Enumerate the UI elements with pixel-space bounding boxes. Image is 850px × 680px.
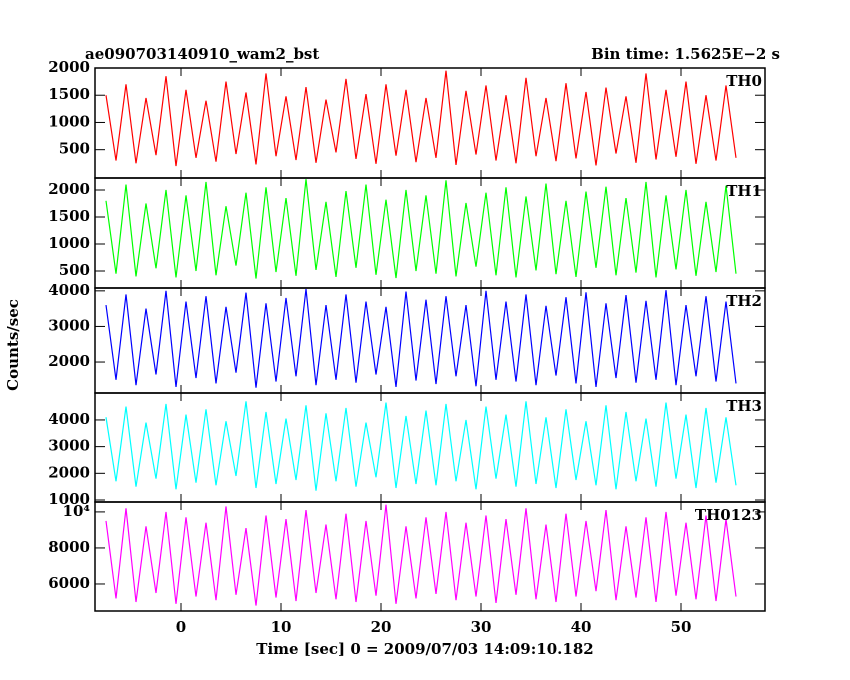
series-line	[105, 504, 737, 606]
y-tick-label: 1500	[48, 85, 90, 103]
y-tick-label: 2000	[48, 180, 90, 198]
x-tick-label: 20	[371, 618, 392, 636]
panel-label: TH1	[726, 182, 762, 200]
y-tick-label: 4000	[48, 281, 90, 299]
series-line	[105, 70, 737, 167]
y-tick-label: 3000	[48, 437, 90, 455]
chart-title: ae090703140910_wam2_bst	[85, 45, 319, 63]
panel-label: TH0	[726, 72, 762, 90]
panel-label: TH2	[726, 292, 762, 310]
y-axis-label: Counts/sec	[4, 299, 22, 391]
y-tick-label: 6000	[48, 574, 90, 592]
panel-label: TH3	[726, 397, 762, 415]
x-tick-label: 50	[671, 618, 692, 636]
series-line	[105, 401, 737, 491]
y-tick-label: 2000	[48, 58, 90, 76]
y-tick-label: 1000	[48, 234, 90, 252]
chart-subtitle: Bin time: 1.5625E−2 s	[591, 45, 780, 63]
y-tick-label: 500	[59, 140, 90, 158]
series-line	[105, 289, 737, 388]
x-tick-label: 0	[176, 618, 186, 636]
y-tick-label: 4000	[48, 410, 90, 428]
x-axis-label: Time [sec] 0 = 2009/07/03 14:09:10.182	[256, 640, 593, 658]
panel-frame	[94, 501, 766, 612]
y-tick-label: 500	[59, 261, 90, 279]
y-tick-label: 1000	[48, 112, 90, 130]
y-tick-label: 1500	[48, 207, 90, 225]
series-line	[105, 179, 737, 279]
x-tick-label: 10	[271, 618, 292, 636]
y-tick-label: 1000	[48, 490, 90, 508]
panel-label: TH0123	[695, 506, 762, 524]
x-tick-label: 40	[571, 618, 592, 636]
y-tick-label: 8000	[48, 538, 90, 556]
x-tick-label: 30	[471, 618, 492, 636]
y-tick-label: 2000	[48, 463, 90, 481]
y-tick-label: 3000	[48, 316, 90, 334]
y-tick-label: 10⁴	[63, 502, 91, 520]
y-tick-label: 2000	[48, 352, 90, 370]
